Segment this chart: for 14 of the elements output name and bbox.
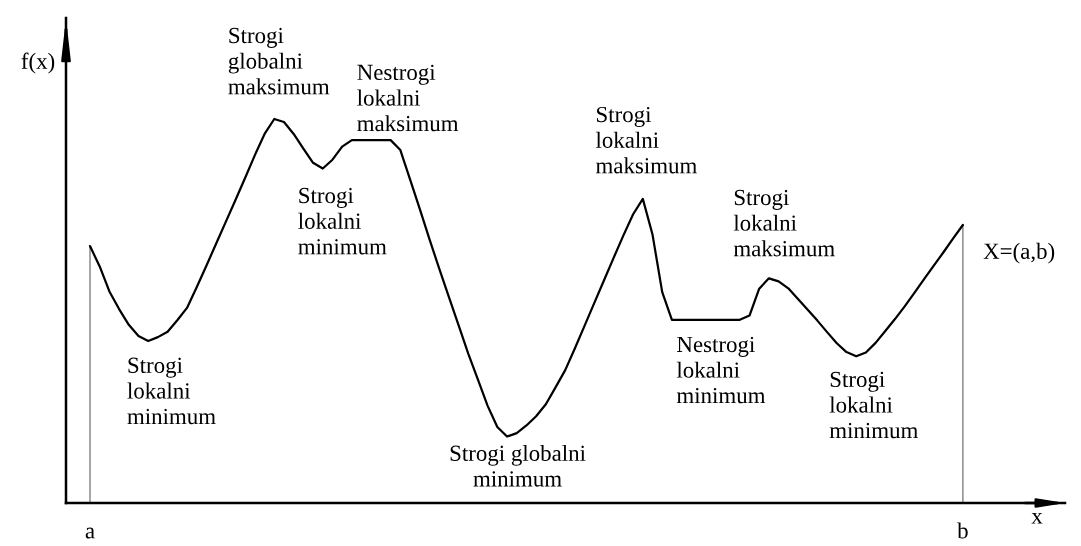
x-tick-label: a [85, 527, 95, 539]
annotation: Nestrogi lokalni minimum [676, 336, 766, 404]
annotation: Strogi lokalni minimum [298, 187, 387, 255]
annotation: Nestrogi lokalni maksimum [357, 64, 459, 132]
annotation: Strogi lokalni maksimum [595, 106, 697, 174]
annotation: Strogi lokalni minimum [127, 357, 216, 425]
x-axis-title: x [1031, 513, 1043, 524]
y-axis-title: f(x) [21, 52, 55, 74]
annotation: Strogi globalni minimum [450, 444, 586, 487]
text: Strogi globalni maksimum [228, 27, 330, 95]
text: X=(a,b) [983, 242, 1055, 264]
x-tick-label: b [957, 522, 968, 539]
annotation: Strogi lokalni minimum [829, 371, 918, 439]
annotation: Strogi lokalni maksimum [733, 189, 835, 257]
